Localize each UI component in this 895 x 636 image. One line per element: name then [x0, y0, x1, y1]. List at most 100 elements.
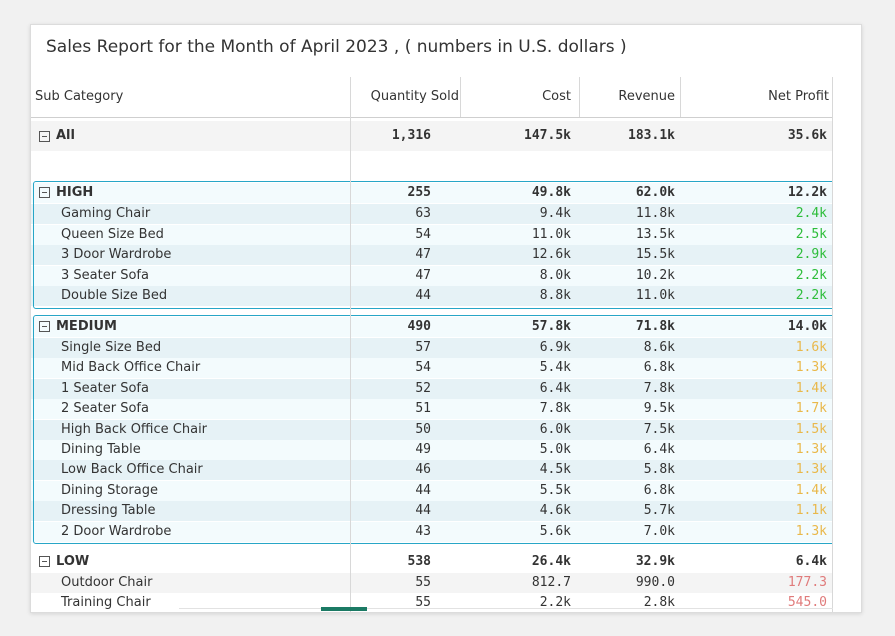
revenue-cell: 13.5k	[635, 226, 675, 242]
header-quantity-sold[interactable]: Quantity Sold	[370, 89, 459, 104]
header-cost[interactable]: Cost	[542, 89, 571, 104]
item-name: Single Size Bed	[61, 340, 162, 355]
column-divider	[350, 77, 351, 612]
group-label-cell: MEDIUM	[39, 317, 117, 337]
net-profit-cell: 1.5k	[795, 421, 827, 437]
item-name: Gaming Chair	[61, 206, 151, 221]
cost-cell: 11.0k	[531, 226, 571, 242]
list-item[interactable]: Dining Storage 44 5.5k 6.8k 1.4k	[31, 480, 833, 501]
revenue-cell: 11.8k	[635, 206, 675, 221]
minus-square-icon[interactable]	[39, 321, 50, 332]
revenue-cell: 990.0	[635, 575, 675, 590]
list-item[interactable]: Low Back Office Chair 46 4.5k 5.8k 1.3k	[31, 460, 833, 481]
cost-cell: 147.5k	[524, 128, 571, 143]
list-item[interactable]: High Back Office Chair 50 6.0k 7.5k 1.5k	[31, 419, 833, 440]
minus-square-icon[interactable]	[39, 187, 50, 198]
cost-cell: 2.2k	[539, 595, 571, 611]
list-item[interactable]: Queen Size Bed 54 11.0k 13.5k 2.5k	[31, 224, 833, 245]
net-profit-cell: 1.3k	[795, 442, 827, 457]
net-profit-cell: 1.3k	[795, 523, 827, 539]
item-name: Training Chair	[61, 595, 151, 611]
net-profit-cell: 35.6k	[787, 128, 827, 143]
net-profit-cell: 6.4k	[795, 554, 827, 569]
list-item[interactable]: 3 Seater Sofa 47 8.0k 10.2k 2.2k	[31, 265, 833, 286]
quantity-cell: 57	[415, 340, 431, 355]
minus-square-icon[interactable]	[39, 131, 50, 142]
list-item[interactable]: 2 Seater Sofa 51 7.8k 9.5k 1.7k	[31, 399, 833, 420]
net-profit-cell: 1.3k	[795, 462, 827, 478]
net-profit-cell: 2.2k	[795, 267, 827, 283]
cost-cell: 6.9k	[539, 340, 571, 355]
cost-cell: 12.6k	[531, 247, 571, 262]
cost-cell: 5.6k	[539, 523, 571, 539]
cost-cell: 26.4k	[531, 554, 571, 569]
header-sub-category[interactable]: Sub Category	[35, 89, 124, 104]
list-item[interactable]: Outdoor Chair 55 812.7 990.0 177.3	[31, 573, 833, 593]
list-item[interactable]: Mid Back Office Chair 54 5.4k 6.8k 1.3k	[31, 358, 833, 379]
cost-cell: 7.8k	[539, 401, 571, 417]
revenue-cell: 2.8k	[643, 595, 675, 611]
row-label: All	[39, 121, 75, 151]
item-name: 3 Seater Sofa	[61, 267, 149, 283]
quantity-cell: 1,316	[391, 128, 431, 143]
report-visual: Sales Report for the Month of April 2023…	[30, 24, 862, 613]
scrollbar-thumb[interactable]	[321, 607, 367, 611]
group-row-medium[interactable]: MEDIUM 490 57.8k 71.8k 14.0k	[31, 317, 833, 337]
header-revenue[interactable]: Revenue	[618, 89, 675, 104]
quantity-cell: 44	[415, 482, 431, 498]
revenue-cell: 15.5k	[635, 247, 675, 262]
net-profit-cell: 2.4k	[795, 206, 827, 221]
list-item[interactable]: Dining Table 49 5.0k 6.4k 1.3k	[31, 440, 833, 460]
quantity-cell: 46	[415, 462, 431, 478]
column-divider	[579, 77, 580, 117]
revenue-cell: 11.0k	[635, 288, 675, 303]
net-profit-cell: 1.1k	[795, 503, 827, 519]
group-row-low[interactable]: LOW 538 26.4k 32.9k 6.4k	[31, 552, 833, 572]
horizontal-scrollbar[interactable]	[179, 607, 833, 611]
list-item[interactable]: Training Chair 55 2.2k 2.8k 545.0	[31, 593, 833, 612]
net-profit-cell: 14.0k	[787, 319, 827, 334]
list-item[interactable]: 1 Seater Sofa 52 6.4k 7.8k 1.4k	[31, 378, 833, 399]
matrix-table: Sub Category Quantity Sold Cost Revenue …	[31, 77, 833, 612]
net-profit-cell: 12.2k	[787, 185, 827, 200]
item-name: Mid Back Office Chair	[61, 360, 201, 376]
quantity-cell: 54	[415, 360, 431, 376]
list-item[interactable]: Single Size Bed 57 6.9k 8.6k 1.6k	[31, 338, 833, 358]
revenue-cell: 183.1k	[628, 128, 675, 143]
group-label: LOW	[56, 554, 90, 569]
minus-square-icon[interactable]	[39, 556, 50, 567]
list-item[interactable]: 3 Door Wardrobe 47 12.6k 15.5k 2.9k	[31, 245, 833, 265]
item-name: Dining Storage	[61, 482, 158, 498]
total-row[interactable]: All 1,316 147.5k 183.1k 35.6k	[31, 121, 833, 151]
list-item[interactable]: Dressing Table 44 4.6k 5.7k 1.1k	[31, 501, 833, 522]
revenue-cell: 62.0k	[635, 185, 675, 200]
cost-cell: 4.6k	[539, 503, 571, 519]
item-name: Dressing Table	[61, 503, 156, 519]
quantity-cell: 55	[415, 575, 431, 590]
group-label-cell: HIGH	[39, 183, 93, 203]
column-header-row: Sub Category Quantity Sold Cost Revenue …	[31, 77, 833, 118]
revenue-cell: 71.8k	[635, 319, 675, 334]
quantity-cell: 54	[415, 226, 431, 242]
header-net-profit[interactable]: Net Profit	[768, 89, 829, 104]
total-label: All	[56, 128, 75, 143]
list-item[interactable]: Gaming Chair 63 9.4k 11.8k 2.4k	[31, 204, 833, 224]
cost-cell: 4.5k	[539, 462, 571, 478]
group-label: MEDIUM	[56, 319, 117, 334]
group-row-high[interactable]: HIGH 255 49.8k 62.0k 12.2k	[31, 183, 833, 203]
item-name: Outdoor Chair	[61, 575, 153, 590]
item-name: 1 Seater Sofa	[61, 380, 149, 396]
column-divider	[832, 77, 833, 612]
revenue-cell: 5.7k	[643, 503, 675, 519]
group-label: HIGH	[56, 185, 94, 200]
cost-cell: 6.0k	[539, 421, 571, 437]
quantity-cell: 44	[415, 288, 431, 303]
quantity-cell: 49	[415, 442, 431, 457]
list-item[interactable]: 2 Door Wardrobe 43 5.6k 7.0k 1.3k	[31, 521, 833, 542]
cost-cell: 8.8k	[539, 288, 571, 303]
list-item[interactable]: Double Size Bed 44 8.8k 11.0k 2.2k	[31, 286, 833, 306]
cost-cell: 5.0k	[539, 442, 571, 457]
net-profit-cell: 2.2k	[795, 288, 827, 303]
quantity-cell: 47	[415, 267, 431, 283]
revenue-cell: 7.8k	[643, 380, 675, 396]
